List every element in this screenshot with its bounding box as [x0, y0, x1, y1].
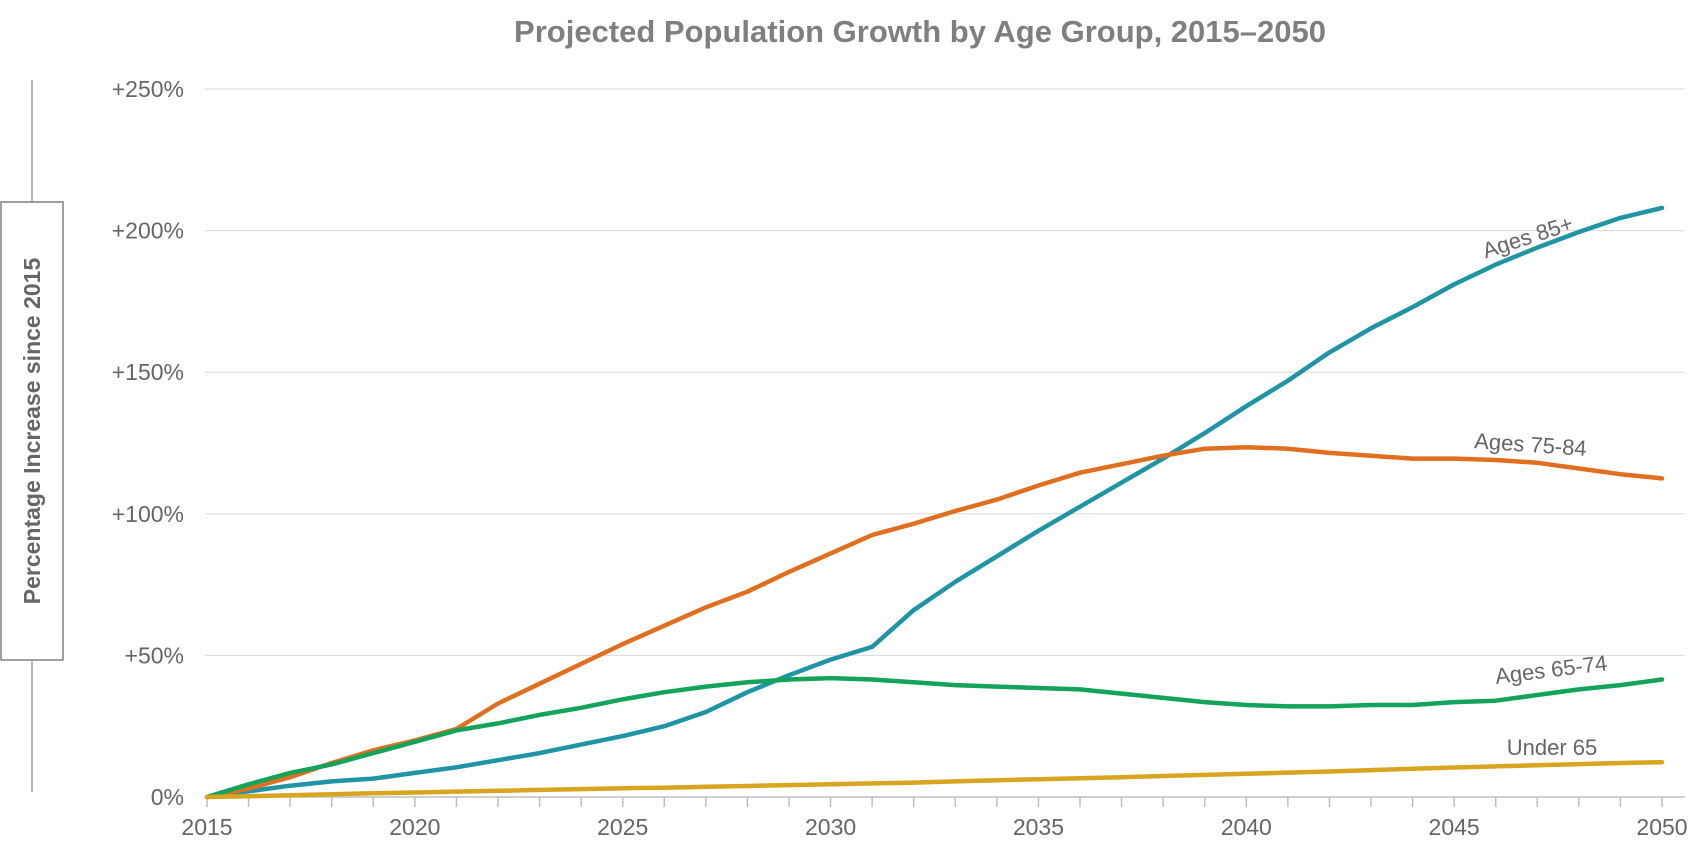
- x-tick-label: 2015: [181, 814, 232, 840]
- y-tick-label: +200%: [112, 218, 184, 244]
- series-group: [204, 205, 1665, 800]
- x-tick-label: 2050: [1636, 814, 1687, 840]
- y-tick-label: +50%: [125, 642, 184, 668]
- series-label-ages-65-74: Ages 65-74: [1494, 650, 1609, 689]
- x-tick-label: 2020: [389, 814, 440, 840]
- x-tick-label: 2025: [597, 814, 648, 840]
- grid: [205, 88, 1685, 656]
- y-tick-label: +100%: [112, 501, 184, 527]
- series-line-ages-65-74: [204, 675, 1665, 800]
- y-tick-label: 0%: [151, 784, 184, 810]
- series-label-under-65: Under 65: [1507, 735, 1598, 760]
- x-tick-label: 2045: [1429, 814, 1480, 840]
- series-line-ages-75-84: [204, 444, 1665, 800]
- x-tick-label: 2040: [1221, 814, 1272, 840]
- x-axis: 2015 2020 2025 2030 2035 2040 2045 2050: [181, 796, 1688, 840]
- series-line-ages-85: [204, 205, 1665, 800]
- chart-title: Projected Population Growth by Age Group…: [514, 14, 1326, 49]
- series-labels: Ages 85+ Ages 75-84 Ages 65-74 Under 65: [1474, 211, 1609, 760]
- y-tick-label: +150%: [112, 359, 184, 385]
- y-tick-label: +250%: [112, 76, 184, 102]
- y-axis-label: Percentage Increase since 2015: [19, 258, 45, 605]
- series-label-ages-75-84: Ages 75-84: [1474, 428, 1588, 461]
- series-line-under-65: [204, 759, 1665, 800]
- series-label-ages-85: Ages 85+: [1479, 211, 1576, 264]
- y-axis: 0% +50% +100% +150% +200% +250%: [112, 76, 184, 810]
- x-tick-label: 2035: [1013, 814, 1064, 840]
- y-axis-label-box: Percentage Increase since 2015: [0, 80, 64, 792]
- x-tick-label: 2030: [805, 814, 856, 840]
